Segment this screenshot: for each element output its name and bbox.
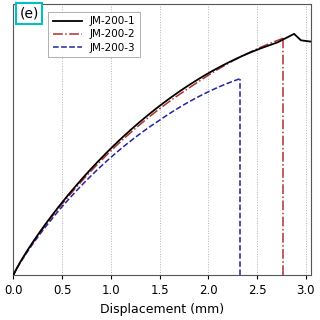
Legend: JM-200-1, JM-200-2, JM-200-3: JM-200-1, JM-200-2, JM-200-3 [48,12,140,57]
Text: (e): (e) [20,7,39,21]
X-axis label: Displacement (mm): Displacement (mm) [100,303,224,316]
